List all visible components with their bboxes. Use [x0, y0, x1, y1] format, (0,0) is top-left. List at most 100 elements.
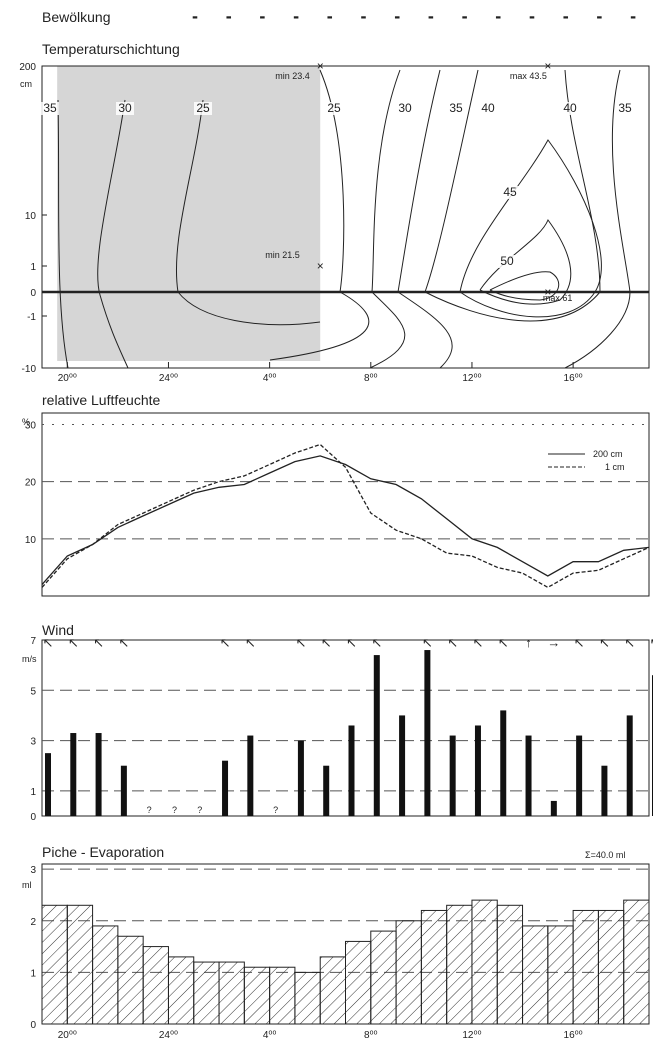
- wind-missing-marker: ?: [172, 805, 177, 815]
- evaporation-bar: [142, 946, 169, 1025]
- evaporation-bar: [471, 899, 498, 1025]
- isotherm-label-bg: [41, 102, 59, 115]
- evaporation-bar: [243, 966, 271, 1025]
- wind-direction-arrow: ↖: [43, 635, 54, 650]
- extreme-marker: ×: [317, 259, 324, 273]
- wind-direction-arrows: ↖ ↖ ↖ ↖ ↖ ↖ ↖ ↖ ↖ ↖ ↖ ↖ ↖ ↖ ↑ → ↖ ↖ ↖ ↖: [43, 635, 653, 650]
- wind-y-tick-label: 5: [30, 686, 36, 697]
- isotherm-label-bg: [498, 255, 516, 268]
- temperature-title: Temperaturschichtung: [42, 41, 180, 57]
- isotherm-labels: 35 30 25 25 30 35 40 45 50 40 35: [41, 101, 634, 268]
- evaporation-bar: [547, 925, 574, 1025]
- cloud-title: Bewölkung: [42, 9, 111, 25]
- isotherm-label: 40: [563, 101, 577, 115]
- humidity-1cm-line: [41, 443, 650, 589]
- wind-bar: [222, 760, 229, 816]
- isotherm-label: 30: [118, 101, 132, 115]
- isotherm-label: 35: [618, 101, 632, 115]
- wind-bar: [399, 715, 406, 816]
- temperature-frame: [41, 65, 650, 369]
- cloud-mark: -: [529, 6, 535, 26]
- evaporation-bar: [218, 961, 245, 1025]
- wind-y-tick-label: 1: [30, 787, 36, 798]
- humidity-legend: 200 cm 1 cm: [548, 449, 625, 472]
- wind-bar: [247, 735, 254, 816]
- evaporation-x-tick-label: 4⁰⁰: [263, 1030, 277, 1041]
- wind-direction-arrow: ↖: [93, 635, 104, 650]
- wind-panel: 7 5 3 1 0 m/s ???? ↖ ↖ ↖ ↖ ↖ ↖ ↖ ↖ ↖ ↖ ↖ ↖ ↖ ↖ ↑ → ↖ ↖ ↖ ↖: [22, 635, 653, 823]
- wind-bar: [525, 735, 532, 816]
- humidity-title: relative Luftfeuchte: [42, 392, 161, 408]
- isotherm-label-bg: [501, 186, 519, 199]
- temperature-y-tick-label: 0: [30, 288, 36, 299]
- evaporation-x-tick-label: 12⁰⁰: [462, 1030, 481, 1041]
- evaporation-bar: [117, 935, 144, 1025]
- evaporation-bar: [623, 899, 650, 1025]
- evaporation-bar: [572, 909, 599, 1025]
- temperature-x-axis: 20⁰⁰ 24⁰⁰ 4⁰⁰ 8⁰⁰ 12⁰⁰ 16⁰⁰: [58, 362, 583, 384]
- isotherm-label: 35: [43, 101, 57, 115]
- wind-direction-arrow: ↖: [650, 635, 653, 650]
- isotherm-label: 25: [327, 101, 341, 115]
- evaporation-y-unit: ml: [22, 880, 32, 890]
- wind-direction-arrow: ↖: [473, 635, 484, 650]
- humidity-frame: [41, 412, 650, 597]
- extreme-label: max 61: [543, 293, 573, 303]
- wind-direction-arrow: ↖: [498, 635, 509, 650]
- evaporation-bar: [420, 909, 448, 1025]
- isotherm-label-bg: [194, 102, 212, 115]
- wind-direction-arrow: ↑: [525, 635, 532, 650]
- evaporation-panel: 3 2 1 0 ml Σ=40.0 ml 20⁰⁰ 24⁰⁰ 4⁰⁰ 8⁰⁰ 12⁰⁰ 16⁰⁰: [22, 850, 650, 1041]
- wind-bar: [576, 735, 583, 816]
- temperature-x-tick-label: 20⁰⁰: [58, 373, 77, 384]
- cloud-mark: -: [495, 6, 501, 26]
- evaporation-bar: [597, 909, 625, 1025]
- cloud-mark: -: [596, 6, 602, 26]
- wind-missing-marker: ?: [197, 805, 202, 815]
- wind-direction-arrow: ↖: [422, 635, 433, 650]
- wind-direction-arrow: ↖: [321, 635, 332, 650]
- humidity-y-tick-label: 20: [25, 478, 37, 489]
- temperature-y-tick-label: 1: [30, 262, 36, 273]
- wind-missing-marker: ?: [147, 805, 152, 815]
- humidity-grid: [42, 423, 649, 540]
- wind-direction-arrow: ↖: [118, 635, 129, 650]
- cloud-mark: -: [327, 6, 333, 26]
- cloud-mark: -: [563, 6, 569, 26]
- evaporation-bar: [193, 961, 220, 1025]
- cloud-mark: -: [226, 6, 232, 26]
- cloud-mark: -: [192, 6, 198, 26]
- extreme-label: max 43.5: [510, 71, 547, 81]
- evaporation-y-tick-label: 3: [30, 865, 36, 876]
- isotherm-label: 30: [398, 101, 412, 115]
- wind-bar: [474, 725, 481, 816]
- cloud-row: --------------: [192, 6, 636, 26]
- cloud-mark: -: [630, 6, 636, 26]
- evaporation-sum: Σ=40.0 ml: [585, 850, 625, 860]
- isotherm-label-bg: [561, 102, 579, 115]
- evaporation-bar: [496, 904, 524, 1025]
- evaporation-y-tick-label: 0: [30, 1020, 36, 1031]
- evaporation-y-tick-label: 1: [30, 968, 36, 979]
- wind-bar: [297, 740, 304, 816]
- temperature-y-tick-label: 10: [25, 211, 37, 222]
- evaporation-y-axis: 3 2 1 0: [30, 865, 36, 1031]
- temperature-x-tick-label: 16⁰⁰: [564, 373, 583, 384]
- wind-y-tick-label: 0: [30, 812, 36, 823]
- wind-direction-arrow: →: [547, 635, 560, 650]
- extreme-marker: ×: [544, 59, 551, 73]
- humidity-y-tick-label: 10: [25, 535, 37, 546]
- temperature-x-tick-label: 8⁰⁰: [364, 373, 378, 384]
- cloud-mark: -: [361, 6, 367, 26]
- wind-bar: [601, 765, 608, 816]
- wind-bar: [626, 715, 633, 816]
- evaporation-x-axis: 20⁰⁰ 24⁰⁰ 4⁰⁰ 8⁰⁰ 12⁰⁰ 16⁰⁰: [58, 1030, 583, 1041]
- wind-direction-arrow: ↖: [220, 635, 231, 650]
- wind-grid: [42, 689, 649, 792]
- cloud-mark: -: [293, 6, 299, 26]
- wind-bar: [120, 765, 127, 816]
- evaporation-bar: [395, 920, 422, 1025]
- legend-200cm: 200 cm: [593, 449, 623, 459]
